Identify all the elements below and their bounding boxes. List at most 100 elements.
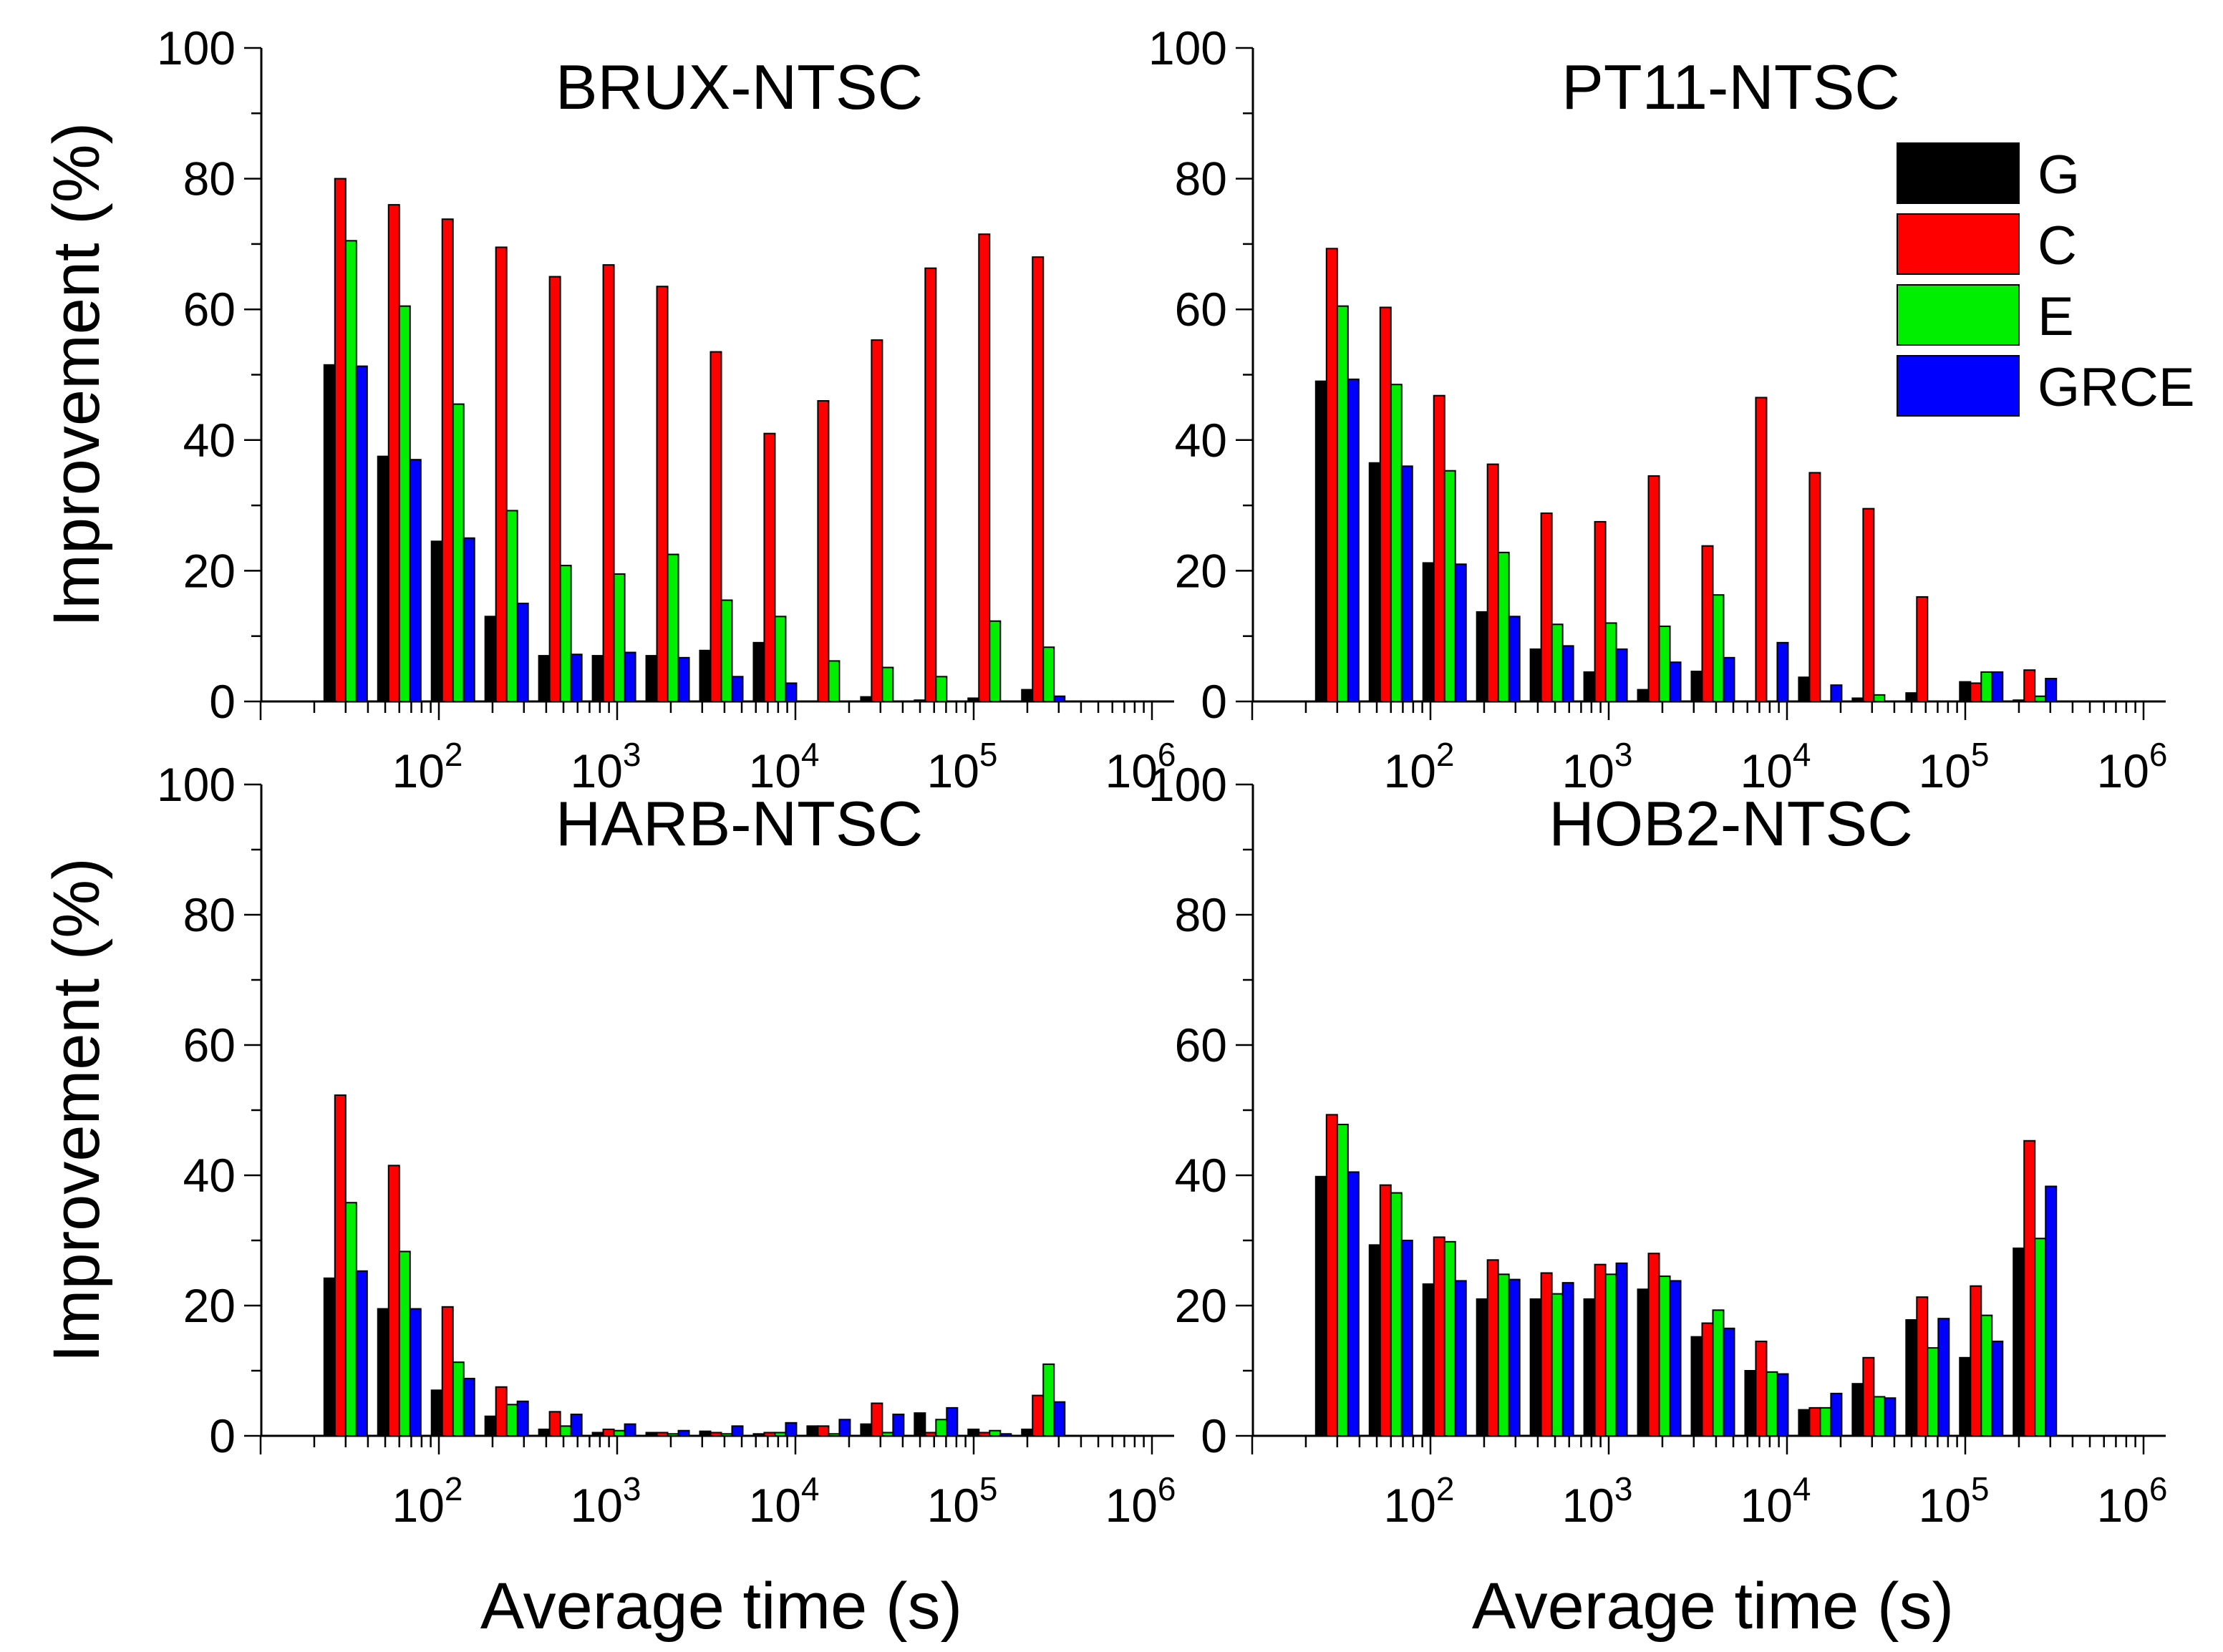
bar-pt11-ntsc-g-3: [1476, 611, 1488, 703]
bar-pt11-ntsc-e-10: [1873, 694, 1886, 702]
bar-brux-ntsc-e-5: [613, 573, 626, 703]
bar-pt11-ntsc-grce-4: [1561, 645, 1574, 703]
x-tick-label: 104: [1740, 1470, 1811, 1532]
bar-hob2-ntsc-e-2: [1443, 1240, 1456, 1437]
bar-brux-ntsc-e-1: [398, 305, 411, 702]
y-tick-label: 40: [183, 414, 236, 467]
bar-harb-ntsc-g-5: [591, 1432, 604, 1437]
bar-brux-ntsc-c-0: [334, 178, 347, 703]
x-tick-label: 102: [392, 1470, 462, 1532]
x-axis-title: Average time (s): [1472, 1570, 1954, 1643]
bar-hob2-ntsc-c-5: [1594, 1263, 1607, 1437]
bar-hob2-ntsc-grce-9: [1830, 1392, 1843, 1437]
bar-harb-ntsc-e-2: [452, 1361, 465, 1437]
bar-harb-ntsc-e-6: [667, 1433, 679, 1437]
bar-pt11-ntsc-e-1: [1390, 384, 1403, 702]
legend-label-e: E: [2038, 286, 2074, 347]
bar-pt11-ntsc-c-6: [1647, 475, 1660, 702]
bar-harb-ntsc-grce-9: [838, 1419, 851, 1437]
legend-swatch-e: [1897, 284, 2020, 346]
y-tick-label: 20: [183, 544, 236, 597]
y-tick-label: 60: [183, 1019, 236, 1072]
bar-pt11-ntsc-g-0: [1314, 380, 1327, 702]
bar-brux-ntsc-e-6: [667, 553, 679, 703]
bar-harb-ntsc-g-0: [323, 1277, 336, 1437]
bar-brux-ntsc-g-1: [377, 455, 389, 702]
panel-title: HARB-NTSC: [556, 788, 923, 859]
bar-pt11-ntsc-grce-1: [1400, 465, 1413, 702]
x-tick-label: 106: [2096, 736, 2167, 797]
bar-harb-ntsc-e-12: [989, 1429, 1002, 1437]
bar-pt11-ntsc-c-0: [1325, 248, 1338, 702]
y-tick-label: 100: [1148, 21, 1227, 74]
bar-hob2-ntsc-g-2: [1422, 1283, 1435, 1437]
bar-harb-ntsc-e-3: [505, 1404, 518, 1437]
bar-harb-ntsc-e-13: [1042, 1363, 1055, 1437]
bar-pt11-ntsc-g-13: [2013, 699, 2025, 703]
bar-brux-ntsc-grce-13: [1053, 695, 1066, 702]
bar-pt11-ntsc-e-3: [1497, 551, 1510, 702]
bar-pt11-ntsc-c-13: [2023, 669, 2036, 703]
bar-brux-ntsc-grce-1: [409, 459, 422, 702]
bar-hob2-ntsc-e-0: [1336, 1124, 1349, 1437]
bar-hob2-ntsc-grce-13: [2045, 1185, 2058, 1437]
bar-pt11-ntsc-c-7: [1701, 545, 1714, 702]
bar-pt11-ntsc-g-11: [1905, 692, 1918, 702]
bar-pt11-ntsc-c-2: [1433, 394, 1445, 702]
bar-hob2-ntsc-grce-4: [1561, 1282, 1574, 1437]
x-tick-label: 104: [1740, 736, 1811, 797]
bar-pt11-ntsc-grce-2: [1454, 563, 1467, 703]
legend: GCE GRCE: [1897, 142, 2195, 418]
bar-hob2-ntsc-c-2: [1433, 1236, 1445, 1437]
bar-hob2-ntsc-e-1: [1390, 1192, 1403, 1437]
bar-hob2-ntsc-grce-8: [1776, 1373, 1789, 1437]
bar-hob2-ntsc-g-7: [1690, 1336, 1703, 1437]
y-tick-label: 80: [1175, 152, 1227, 205]
bar-brux-ntsc-e-0: [344, 240, 357, 702]
bar-hob2-ntsc-e-8: [1766, 1371, 1778, 1437]
bar-harb-ntsc-c-2: [441, 1306, 454, 1437]
bar-brux-ntsc-e-10: [881, 666, 894, 702]
legend-swatch-g: [1897, 142, 2020, 204]
bar-hob2-ntsc-grce-7: [1723, 1327, 1735, 1437]
bar-brux-ntsc-e-7: [720, 599, 733, 702]
bar-harb-ntsc-c-4: [548, 1411, 561, 1437]
panel-brux-ntsc: 0 20 40 60 80 100 102 103 104 105 106 BRUX-NTSC Impr…: [40, 21, 1176, 797]
x-tick-label: 104: [748, 1470, 819, 1532]
y-tick-label: 60: [183, 283, 236, 336]
y-tick-label: 40: [1175, 1149, 1227, 1202]
bar-harb-ntsc-grce-6: [677, 1429, 690, 1437]
bar-brux-ntsc-g-4: [538, 655, 551, 703]
bar-harb-ntsc-g-10: [860, 1423, 873, 1437]
bar-brux-ntsc-g-2: [430, 540, 443, 702]
bar-brux-ntsc-grce-3: [516, 603, 529, 702]
bar-brux-ntsc-e-12: [989, 620, 1002, 702]
bar-harb-ntsc-g-13: [1021, 1428, 1034, 1437]
bar-brux-ntsc-c-7: [709, 351, 722, 702]
bar-hob2-ntsc-c-7: [1701, 1322, 1714, 1437]
bar-pt11-ntsc-c-10: [1862, 507, 1875, 702]
bar-hob2-ntsc-g-8: [1744, 1370, 1757, 1437]
bar-hob2-ntsc-e-10: [1873, 1396, 1886, 1437]
legend-swatch-grce: [1897, 355, 2020, 417]
bar-hob2-ntsc-c-11: [1916, 1296, 1929, 1437]
bar-harb-ntsc-c-8: [763, 1432, 776, 1437]
y-tick-label: 80: [183, 888, 236, 941]
x-tick-label: 105: [926, 1470, 997, 1532]
bar-hob2-ntsc-c-9: [1808, 1406, 1821, 1437]
legend-swatch-c: [1897, 213, 2020, 275]
bar-hob2-ntsc-e-5: [1604, 1273, 1617, 1437]
bar-harb-ntsc-e-11: [935, 1419, 948, 1437]
bar-hob2-ntsc-g-4: [1529, 1298, 1542, 1437]
bar-brux-ntsc-g-12: [967, 697, 980, 702]
bar-hob2-ntsc-e-11: [1927, 1347, 1939, 1437]
bar-harb-ntsc-grce-3: [516, 1400, 529, 1437]
bar-hob2-ntsc-g-12: [1959, 1356, 1972, 1437]
bar-brux-ntsc-c-10: [871, 339, 883, 702]
bar-hob2-ntsc-e-12: [1980, 1314, 1993, 1437]
bar-harb-ntsc-grce-8: [785, 1422, 798, 1437]
bar-brux-ntsc-c-12: [978, 233, 991, 702]
bar-pt11-ntsc-e-6: [1658, 626, 1671, 703]
bar-brux-ntsc-c-2: [441, 218, 454, 702]
bar-brux-ntsc-g-13: [1021, 689, 1034, 702]
